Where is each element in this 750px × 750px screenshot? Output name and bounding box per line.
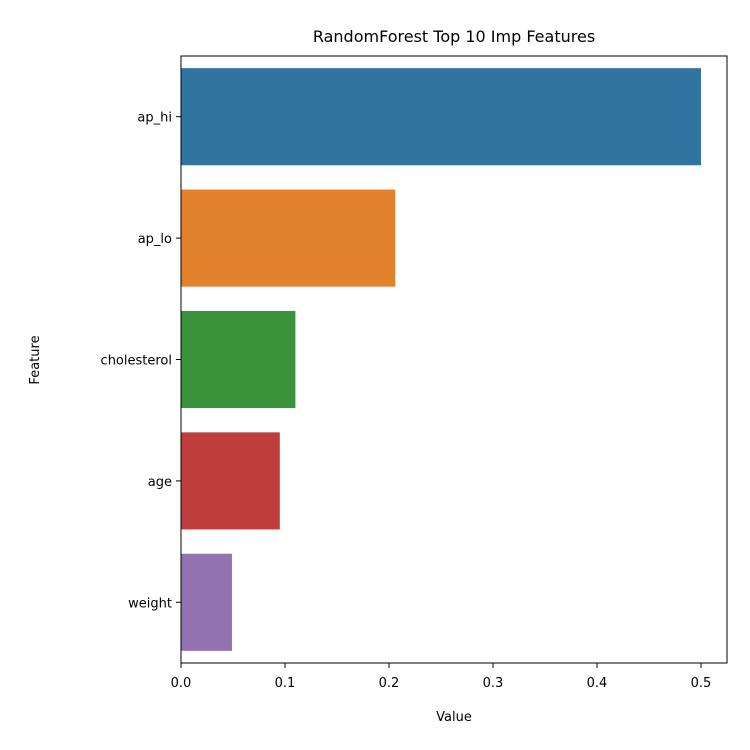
x-tick-label: 0.4	[587, 676, 608, 691]
y-tick-label: ap_hi	[137, 111, 172, 126]
x-tick-label: 0.5	[691, 676, 712, 691]
bar-cholesterol	[181, 310, 296, 409]
y-tick-label: ap_lo	[138, 232, 172, 247]
bar-ap_lo	[181, 189, 396, 287]
chart-title: RandomForest Top 10 Imp Features	[313, 27, 595, 46]
x-tick-label: 0.1	[275, 676, 296, 691]
y-axis-label: Feature	[28, 335, 43, 384]
plot-frame	[180, 55, 728, 664]
bar-age	[181, 432, 280, 530]
y-tick-label: weight	[128, 596, 172, 611]
x-tick-label: 0.3	[483, 676, 504, 691]
x-axis-ticks: 0.0 0.1 0.2 0.3 0.4 0.5	[171, 663, 712, 691]
bars	[181, 68, 701, 651]
bar-weight	[181, 553, 232, 651]
y-tick-label: cholesterol	[101, 354, 172, 369]
bar-ap_hi	[181, 68, 701, 166]
y-axis-ticks: ap_hi ap_lo cholesterol age weight	[101, 111, 181, 611]
x-axis-label: Value	[436, 710, 472, 725]
x-tick-label: 0.2	[379, 676, 400, 691]
x-tick-label: 0.0	[171, 676, 192, 691]
y-tick-label: age	[148, 475, 172, 490]
